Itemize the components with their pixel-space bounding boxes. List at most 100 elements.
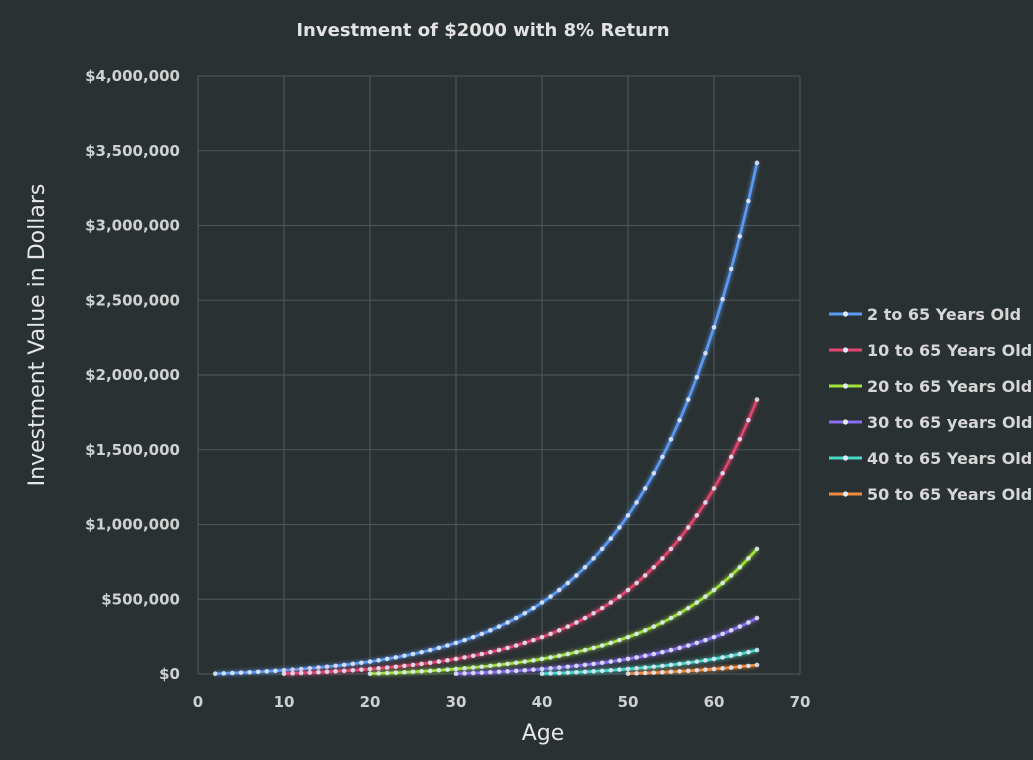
data-point [711, 587, 717, 593]
data-point [694, 513, 700, 518]
legend-item: 20 to 65 Years Old [829, 377, 1032, 396]
data-point [470, 665, 476, 670]
data-point [470, 670, 476, 676]
x-tick-label: 0 [193, 693, 203, 711]
data-point [728, 454, 734, 460]
data-point [728, 628, 734, 633]
data-point [453, 671, 459, 676]
data-point [419, 661, 424, 667]
data-point [728, 573, 734, 578]
data-point [703, 500, 708, 505]
data-point [445, 667, 450, 672]
data-point [634, 671, 639, 676]
data-point [617, 637, 622, 643]
data-point [582, 615, 588, 621]
data-point [651, 470, 657, 476]
data-point [660, 669, 665, 675]
x-tick-label: 20 [360, 693, 381, 711]
legend-label: 40 to 65 Years Old [867, 449, 1032, 468]
data-point [634, 500, 639, 505]
data-point [548, 671, 553, 676]
data-point [496, 662, 502, 668]
data-point [737, 664, 743, 670]
data-point [582, 669, 588, 675]
data-point [539, 666, 545, 672]
legend-marker [842, 347, 849, 353]
y-axis-label: Investment Value in Dollars [25, 184, 50, 487]
data-point [634, 666, 639, 671]
data-point [230, 670, 235, 676]
data-point [410, 662, 416, 668]
data-point [642, 670, 648, 676]
data-point [694, 600, 700, 605]
data-point [625, 634, 631, 640]
legend-label: 20 to 65 Years Old [867, 377, 1032, 396]
data-point [677, 536, 682, 541]
data-point [548, 666, 553, 671]
series-3 [367, 546, 760, 676]
data-point [341, 662, 347, 668]
legend-item: 50 to 65 Years Old [829, 485, 1032, 504]
grid-lines [197, 75, 801, 675]
data-point [556, 653, 562, 659]
data-point [685, 660, 691, 666]
data-point [625, 656, 631, 662]
series-1 [212, 160, 760, 676]
data-point [488, 669, 493, 675]
data-point [599, 668, 605, 674]
data-point [410, 669, 416, 675]
data-point [746, 556, 751, 561]
data-point [290, 667, 295, 672]
data-point [746, 198, 751, 204]
data-point [617, 525, 622, 530]
data-point [591, 661, 596, 667]
data-point [479, 631, 485, 637]
data-point [668, 662, 674, 668]
x-tick-label: 10 [274, 693, 295, 711]
data-point [703, 667, 708, 672]
data-point [737, 624, 743, 629]
data-point [728, 653, 734, 659]
legend-marker [842, 419, 849, 425]
data-point [720, 296, 725, 302]
data-point [238, 670, 244, 675]
series-line [283, 399, 759, 675]
data-point [402, 653, 407, 659]
data-point [462, 666, 467, 671]
data-point [221, 671, 227, 676]
data-point [496, 647, 502, 653]
data-point [582, 564, 588, 570]
data-point [651, 624, 657, 629]
data-point [333, 669, 338, 674]
data-point [737, 564, 743, 570]
data-point [660, 454, 665, 460]
data-point [677, 610, 682, 616]
data-point [634, 580, 639, 586]
data-point [625, 587, 631, 593]
series-line [627, 663, 758, 675]
data-point [531, 658, 536, 663]
data-point [522, 667, 528, 673]
data-point [488, 649, 493, 655]
data-point [470, 653, 476, 659]
data-point [324, 664, 330, 670]
y-tick-label: $1,000,000 [85, 516, 180, 534]
series-line [369, 548, 758, 675]
data-point [548, 594, 553, 599]
data-point [746, 620, 751, 625]
x-tick-label: 40 [532, 693, 553, 711]
data-point [565, 624, 571, 629]
data-point [367, 659, 373, 664]
data-point [599, 660, 605, 666]
data-point [367, 671, 373, 676]
data-point [746, 649, 751, 655]
data-point [720, 580, 725, 586]
data-point [522, 610, 528, 616]
data-point [608, 667, 614, 673]
data-point [307, 666, 313, 671]
data-point [685, 525, 691, 530]
data-point [376, 671, 381, 676]
data-point [548, 631, 553, 637]
data-point [255, 669, 261, 675]
